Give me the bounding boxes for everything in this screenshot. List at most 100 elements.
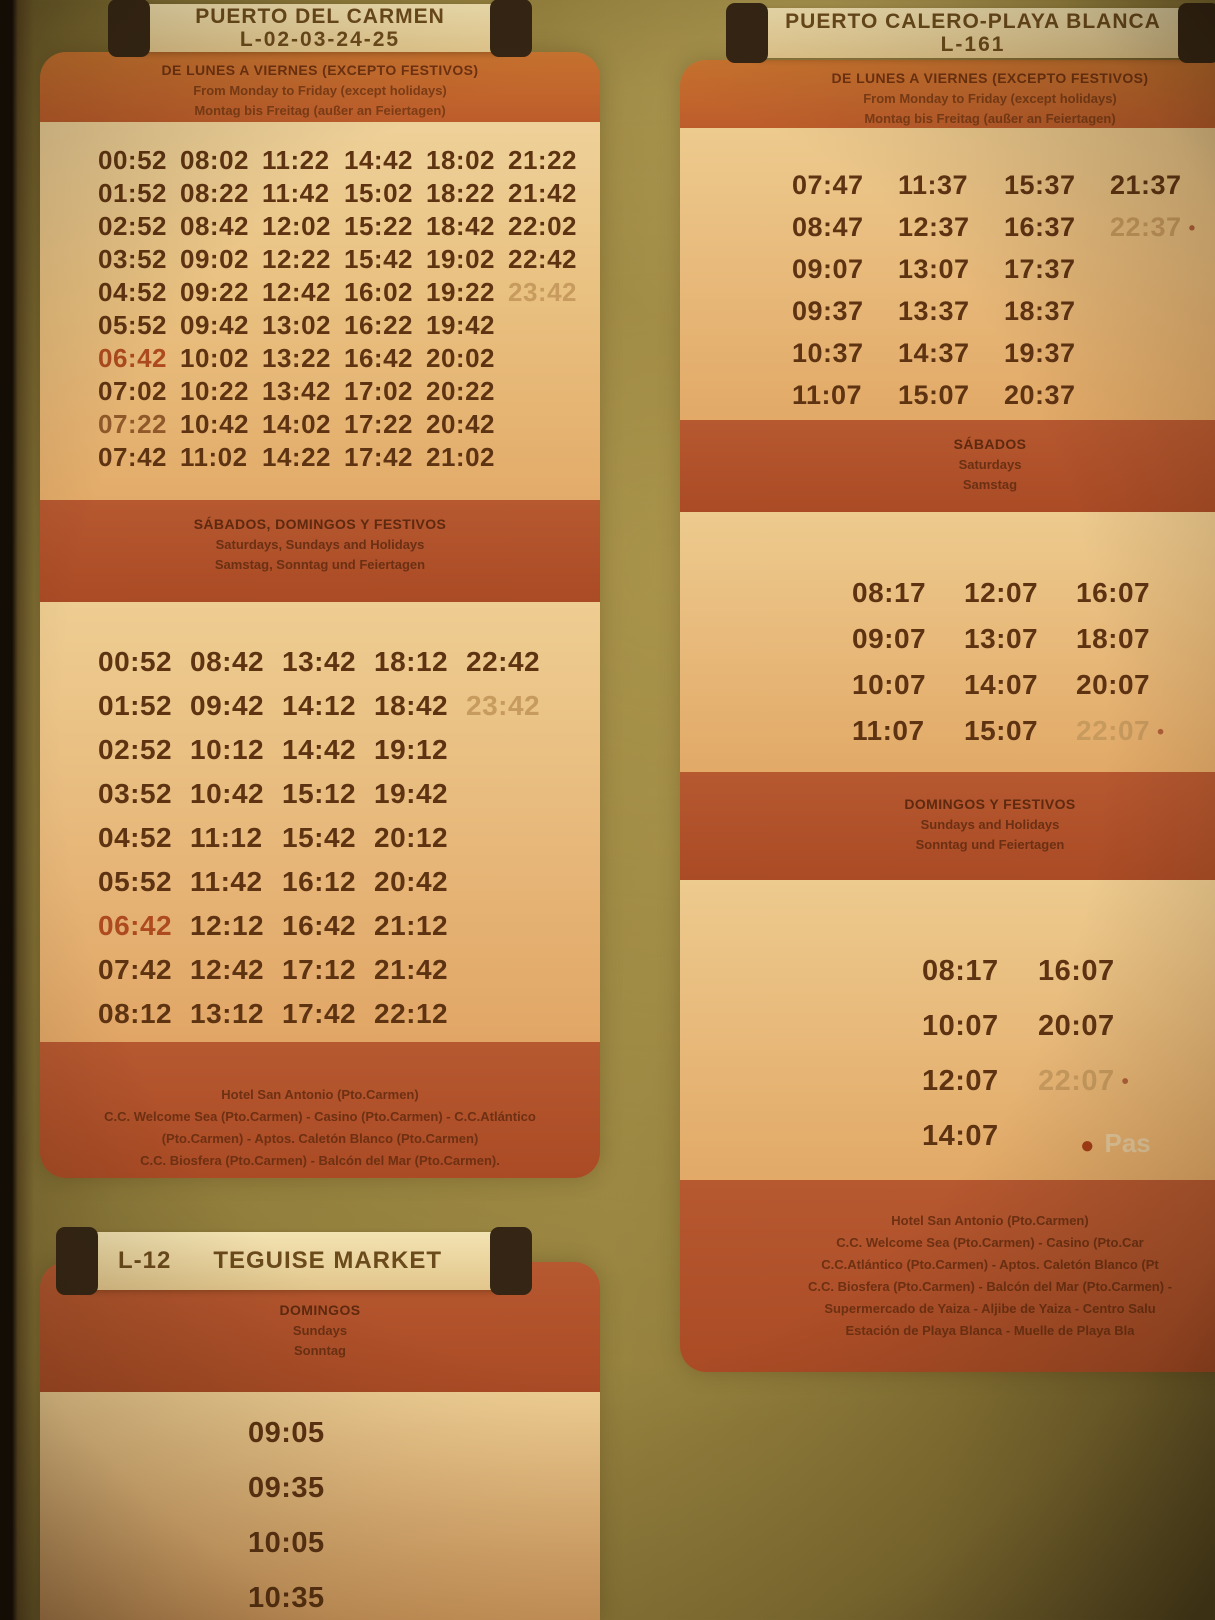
saturday-section-header: SÁBADOS Saturdays Samstag: [680, 420, 1215, 512]
time-cell: 04:52: [98, 822, 173, 853]
time-row: 09:05: [40, 1406, 600, 1461]
time-cell: 03:52: [98, 778, 173, 809]
time-row: 12:07 22:07 •: [680, 1054, 1215, 1109]
time-cell: 10:42: [180, 409, 249, 439]
time-cell: 07:02: [98, 376, 167, 406]
stop-list-line: C.C. Biosfera (Pto.Carmen) - Balcón del …: [807, 1279, 1173, 1294]
time-cell: 15:42: [344, 244, 413, 274]
saturday-label-es: SÁBADOS: [953, 436, 1027, 452]
time-cell: 20:42: [426, 409, 495, 439]
time-cell: 10:22: [180, 376, 249, 406]
time-cell: 15:22: [344, 211, 413, 241]
time-cell: 14:42: [344, 145, 413, 175]
time-cell: 00:52: [98, 646, 173, 677]
route-header-puerto-calero: PUERTO CALERO-PLAYA BLANCA L-161: [726, 3, 1215, 63]
time-cell: 18:42: [426, 211, 495, 241]
stop-list-line: Estación de Playa Blanca - Muelle de Pla…: [845, 1323, 1135, 1338]
bullet-icon: ●: [1080, 1132, 1095, 1159]
time-cell: 16:02: [344, 277, 413, 307]
sunday-label-en: Sundays: [292, 1323, 348, 1338]
time-cell: 18:02: [426, 145, 495, 175]
time-cell: 15:02: [344, 178, 413, 208]
time-cell: 09:35: [248, 1472, 325, 1504]
time-cell: 22:07 •: [1076, 715, 1165, 746]
time-cell: 13:42: [282, 646, 357, 677]
weekend-label-de: Samstag, Sonntag und Feiertagen: [214, 557, 426, 572]
time-cell: 11:07: [852, 715, 925, 746]
time-cell: 10:05: [248, 1527, 325, 1559]
route-title: PUERTO DEL CARMEN: [195, 5, 445, 28]
time-cell: 09:37: [792, 295, 864, 326]
time-cell: 12:42: [190, 954, 265, 985]
stop-list-line: (Pto.Carmen) - Aptos. Caletón Blanco (Pt…: [161, 1131, 479, 1146]
time-row: 08:17 12:07 16:07: [680, 570, 1215, 616]
time-cell: 12:12: [190, 910, 265, 941]
time-cell: 02:52: [98, 734, 173, 765]
time-cell: 11:22: [262, 145, 330, 175]
time-cell: 17:02: [344, 376, 413, 406]
time-cell: 15:07: [898, 379, 970, 410]
time-cell: 12:07: [922, 1065, 999, 1097]
time-cell: 13:12: [190, 998, 265, 1029]
time-row: 10:07 14:07 20:07: [680, 662, 1215, 708]
route-title: PUERTO CALERO-PLAYA BLANCA: [785, 10, 1161, 33]
time-cell: 02:52: [98, 211, 167, 241]
route-code: L-12: [118, 1247, 172, 1274]
time-row: 09:35: [40, 1461, 600, 1516]
time-row: 10:07 20:07: [680, 999, 1215, 1054]
time-cell: 08:47: [792, 211, 864, 242]
time-cell: 14:37: [898, 337, 970, 368]
route-title: TEGUISE MARKET: [213, 1247, 443, 1274]
time-cell: 23:42: [466, 690, 541, 721]
time-cell: 23:42: [508, 277, 577, 307]
time-row: 09:37 13:37 18:37: [680, 290, 1215, 332]
weekend-label-es: SÁBADOS, DOMINGOS Y FESTIVOS: [193, 516, 447, 532]
time-row: 01:52 09:42 14:12 18:42 23:42: [40, 684, 600, 728]
time-cell: 11:07: [792, 379, 863, 410]
time-cell: 21:22: [508, 145, 577, 175]
time-cell: 22:02: [508, 211, 577, 241]
time-cell: 17:42: [344, 442, 413, 472]
time-cell: 14:42: [282, 734, 357, 765]
time-cell: 10:42: [190, 778, 265, 809]
stop-list-line: Supermercado de Yaiza - Aljibe de Yaiza …: [824, 1301, 1156, 1316]
time-cell: 06:42: [98, 910, 173, 941]
weekday-label-de: Montag bis Freitag (außer an Feiertagen): [864, 111, 1116, 126]
bullet-icon: •: [1188, 217, 1196, 239]
time-cell: 14:02: [262, 409, 331, 439]
route-card-puerto-calero-playa-blanca: PUERTO CALERO-PLAYA BLANCA L-161 DE LUNE…: [680, 0, 1215, 1372]
time-cell: 11:37: [898, 169, 969, 200]
time-cell: 08:42: [190, 646, 265, 677]
time-cell: 21:42: [374, 954, 449, 985]
time-row: 10:35: [40, 1571, 600, 1620]
time-cell: 14:22: [262, 442, 331, 472]
time-cell: 11:02: [180, 442, 248, 472]
time-cell: 05:52: [98, 310, 167, 340]
time-cell: 20:07: [1076, 669, 1151, 700]
stop-list-line: Hotel San Antonio (Pto.Carmen): [891, 1213, 1089, 1228]
time-cell: 15:37: [1004, 169, 1076, 200]
time-cell: 17:12: [282, 954, 357, 985]
time-cell: 20:22: [426, 376, 495, 406]
route-header-teguise-market: L-12 TEGUISE MARKET: [56, 1227, 532, 1295]
route-card-puerto-del-carmen: PUERTO DEL CARMEN L-02-03-24-25 DE LUNES…: [40, 0, 600, 1178]
route-header-puerto-del-carmen: PUERTO DEL CARMEN L-02-03-24-25: [108, 0, 532, 57]
route-code: L-161: [940, 33, 1006, 56]
time-row: 08:17 16:07: [680, 944, 1215, 999]
time-row: 10:37 14:37 19:37: [680, 332, 1215, 374]
weekday-label-de: Montag bis Freitag (außer an Feiertagen): [194, 103, 446, 118]
sunday-label-de: Sonntag und Feiertagen: [915, 837, 1065, 852]
time-cell: 08:42: [180, 211, 249, 241]
stop-list-line: C.C. Biosfera (Pto.Carmen) - Balcón del …: [140, 1153, 500, 1168]
time-cell: 21:02: [426, 442, 495, 472]
time-cell: 17:42: [282, 998, 357, 1029]
weekday-timetable: 00:52 08:02 11:22 14:42 18:02 21:22 01:52 08:22…: [40, 122, 600, 500]
time-cell: 15:42: [282, 822, 357, 853]
time-cell: 19:12: [374, 734, 449, 765]
time-cell: 05:52: [98, 866, 173, 897]
time-cell: 10:07: [852, 669, 927, 700]
time-cell: 07:42: [98, 954, 173, 985]
sunday-timetable: 09:05 09:35 10:05 10:35: [40, 1392, 600, 1620]
time-cell: 20:02: [426, 343, 495, 373]
time-cell: 10:07: [922, 1010, 999, 1042]
